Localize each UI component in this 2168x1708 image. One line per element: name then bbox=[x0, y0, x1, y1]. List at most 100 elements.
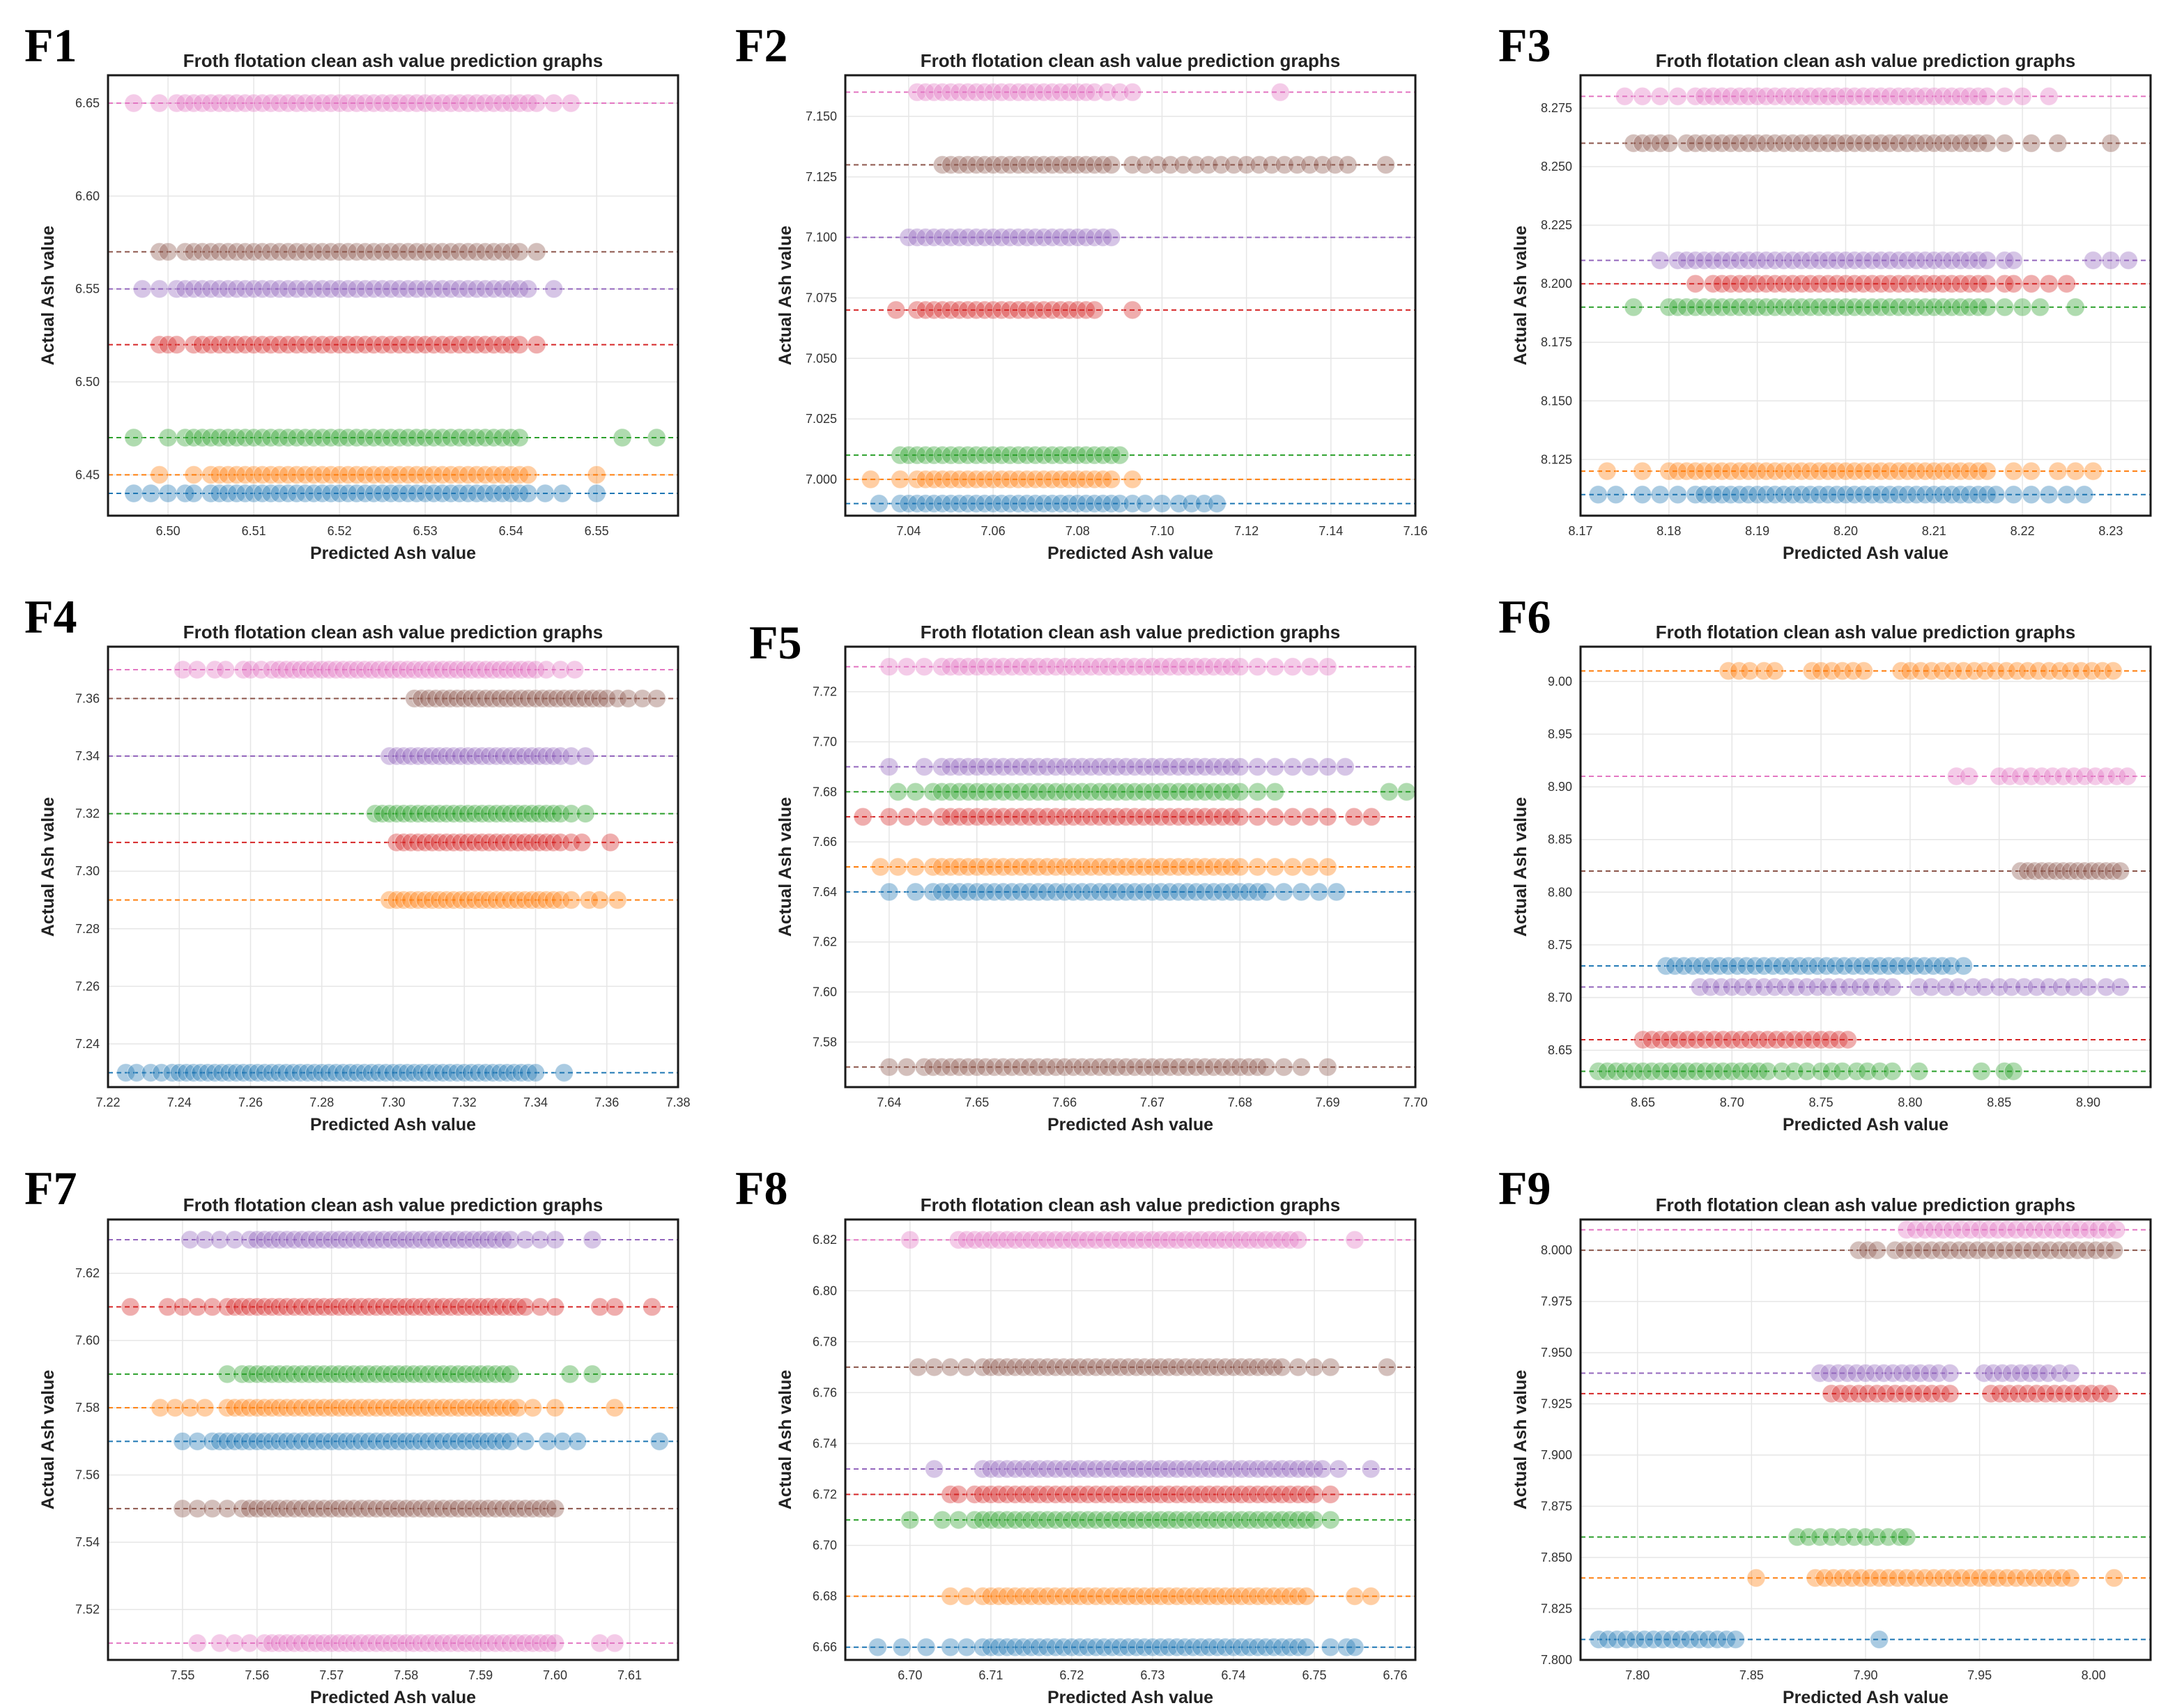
data-point bbox=[1659, 133, 1679, 153]
data-point bbox=[1633, 461, 1652, 481]
data-point bbox=[337, 1633, 356, 1653]
data-point bbox=[1017, 470, 1037, 489]
data-point bbox=[403, 1230, 423, 1249]
data-point bbox=[173, 1297, 192, 1316]
data-point bbox=[590, 1633, 610, 1653]
series-purple bbox=[1581, 1363, 2151, 1383]
data-point bbox=[1051, 155, 1070, 174]
data-point bbox=[1017, 155, 1037, 174]
data-point bbox=[932, 155, 952, 174]
data-point bbox=[540, 688, 560, 708]
data-point bbox=[1175, 1459, 1194, 1479]
data-point bbox=[390, 465, 409, 484]
data-point bbox=[321, 335, 341, 355]
plot-frame bbox=[1579, 645, 2152, 1088]
data-point bbox=[1305, 1459, 1324, 1479]
data-point bbox=[2066, 298, 2085, 317]
data-point bbox=[1046, 1230, 1066, 1249]
data-point bbox=[2039, 661, 2059, 681]
data-point bbox=[440, 688, 460, 708]
data-point bbox=[1208, 1510, 1227, 1530]
chart-title: Froth flotation clean ash value predicti… bbox=[921, 622, 1340, 643]
data-point bbox=[205, 1063, 224, 1082]
data-point bbox=[252, 242, 272, 261]
data-point bbox=[471, 1633, 491, 1653]
data-point bbox=[1943, 661, 1962, 681]
data-point bbox=[284, 1499, 304, 1518]
data-point bbox=[907, 300, 927, 320]
data-point bbox=[1997, 661, 2016, 681]
data-point bbox=[924, 300, 944, 320]
data-point bbox=[547, 688, 567, 708]
data-point bbox=[1143, 1638, 1162, 1657]
x-tick-label: 7.67 bbox=[1140, 1095, 1164, 1109]
data-point bbox=[419, 660, 438, 679]
data-point bbox=[1068, 494, 1087, 514]
data-point bbox=[1006, 1587, 1025, 1606]
data-point bbox=[1102, 494, 1121, 514]
data-point bbox=[1046, 1459, 1066, 1479]
y-tick-label: 7.72 bbox=[813, 685, 837, 699]
data-point bbox=[141, 484, 161, 503]
data-point bbox=[203, 1297, 222, 1316]
data-point bbox=[381, 465, 401, 484]
y-tick-label: 7.825 bbox=[1541, 1602, 1572, 1616]
x-tick-label: 7.65 bbox=[964, 1095, 989, 1109]
data-point bbox=[373, 804, 392, 824]
data-point bbox=[505, 660, 524, 679]
data-point bbox=[247, 1398, 267, 1417]
data-point bbox=[269, 1063, 289, 1082]
plot-frame bbox=[844, 1218, 1417, 1661]
data-point bbox=[1224, 1459, 1243, 1479]
data-point bbox=[247, 1499, 267, 1518]
data-point bbox=[1345, 1638, 1364, 1657]
data-point bbox=[1266, 782, 1285, 801]
data-point bbox=[394, 891, 413, 910]
series-brown bbox=[1581, 133, 2151, 153]
data-point bbox=[1273, 1587, 1292, 1606]
data-point bbox=[270, 1431, 289, 1451]
data-point bbox=[337, 1364, 356, 1384]
data-point bbox=[441, 1633, 461, 1653]
data-point bbox=[313, 484, 332, 503]
data-point bbox=[433, 1633, 453, 1653]
data-point bbox=[1208, 1459, 1227, 1479]
data-point bbox=[1686, 274, 1705, 293]
data-point bbox=[493, 1431, 513, 1451]
data-point bbox=[217, 1431, 237, 1451]
series-green bbox=[108, 428, 678, 447]
data-point bbox=[975, 300, 994, 320]
data-point bbox=[515, 804, 535, 824]
data-point bbox=[1008, 445, 1028, 465]
series-pink bbox=[1581, 86, 2151, 106]
data-point bbox=[1151, 1638, 1171, 1657]
data-point bbox=[433, 1499, 453, 1518]
data-point bbox=[1054, 1485, 1073, 1505]
y-tick-label: 6.55 bbox=[75, 282, 100, 296]
data-point bbox=[397, 1633, 416, 1653]
data-point bbox=[1248, 1587, 1268, 1606]
y-tick-label: 6.65 bbox=[75, 96, 100, 110]
data-point bbox=[408, 746, 428, 766]
data-point bbox=[381, 1297, 401, 1316]
data-point bbox=[184, 279, 203, 299]
data-point bbox=[2038, 1363, 2058, 1383]
data-point bbox=[192, 242, 212, 261]
data-point bbox=[897, 807, 916, 826]
panel-label: F9 bbox=[1498, 1162, 1551, 1215]
data-point bbox=[411, 1499, 431, 1518]
data-point bbox=[1151, 1230, 1171, 1249]
data-point bbox=[932, 300, 952, 320]
data-point bbox=[551, 660, 570, 679]
data-point bbox=[471, 1364, 491, 1384]
data-point bbox=[530, 1297, 550, 1316]
series-orange bbox=[845, 1587, 1415, 1606]
plot-area bbox=[845, 75, 1415, 516]
y-tick-label: 6.60 bbox=[75, 189, 100, 203]
data-point bbox=[891, 445, 910, 465]
data-point bbox=[914, 657, 934, 677]
data-point bbox=[359, 1364, 378, 1384]
series-orange bbox=[1581, 461, 2151, 481]
data-point bbox=[924, 494, 944, 514]
data-point bbox=[376, 1063, 396, 1082]
